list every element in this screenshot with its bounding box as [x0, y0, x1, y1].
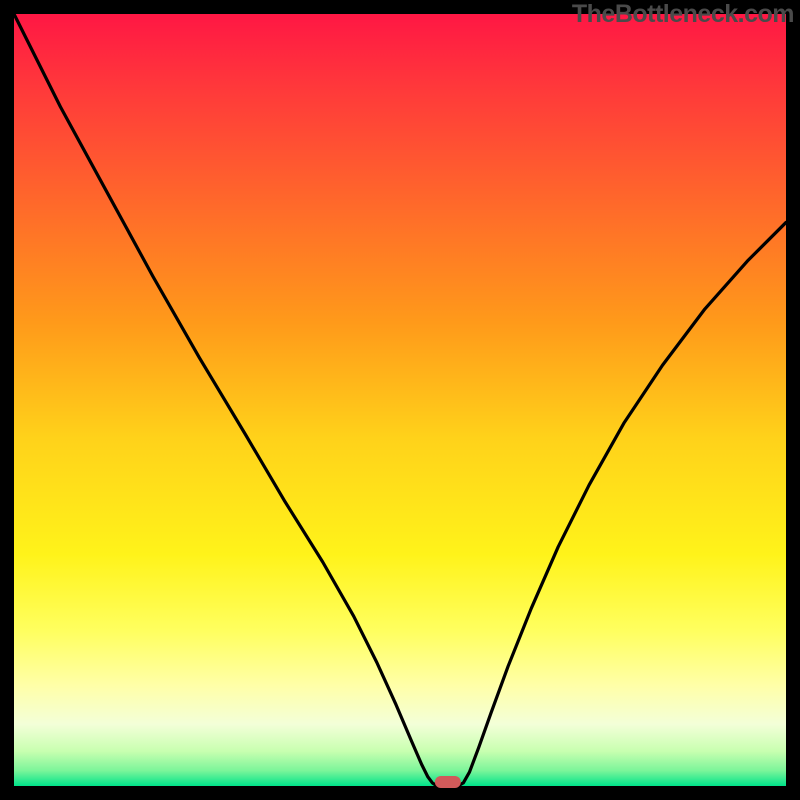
plot-background	[14, 14, 786, 786]
minimum-marker	[435, 776, 461, 788]
watermark-text: TheBottleneck.com	[572, 0, 794, 29]
chart-svg	[0, 0, 800, 800]
bottleneck-chart: TheBottleneck.com	[0, 0, 800, 800]
